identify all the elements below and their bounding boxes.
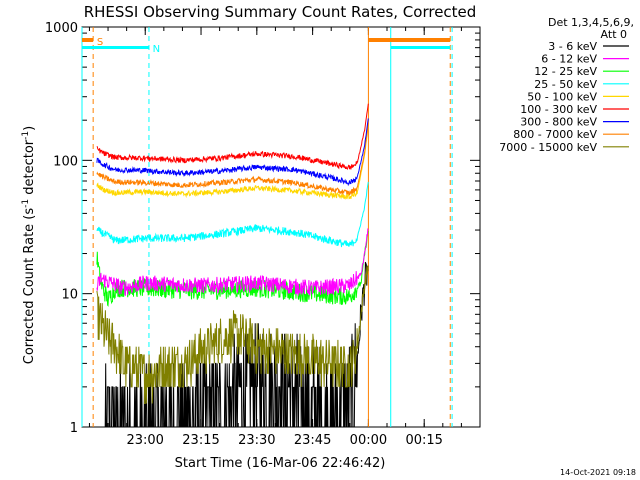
y-axis-label-end: ) bbox=[22, 126, 37, 131]
x-tick-label-4: 00:00 bbox=[350, 433, 387, 448]
series-line-6to12kev bbox=[96, 228, 369, 297]
x-tick-label-2: 23:30 bbox=[238, 433, 275, 448]
series-line-800to7000kev bbox=[96, 122, 369, 196]
y-axis-label-mid: detector bbox=[22, 139, 37, 199]
y-tick-label-1: 10 bbox=[61, 288, 78, 303]
s-flag-label: S bbox=[97, 37, 103, 48]
y-axis-label-exponent-1: -1 bbox=[21, 199, 31, 208]
legend-label-6: 300 - 800 keV bbox=[520, 116, 597, 129]
legend-label-3: 25 - 50 keV bbox=[534, 78, 597, 91]
timestamp: 14-Oct-2021 09:18 bbox=[560, 468, 636, 477]
series-line-100to300kev bbox=[96, 103, 369, 171]
series-line-3to6kev bbox=[104, 261, 369, 428]
x-tick-label-1: 23:15 bbox=[182, 433, 219, 448]
legend-label-1: 6 - 12 keV bbox=[541, 53, 597, 66]
n-flag-bar-right bbox=[390, 46, 451, 49]
series-line-7000to15000kev bbox=[96, 265, 369, 404]
series-line-25to50kev bbox=[96, 181, 369, 248]
n-flag-bar bbox=[82, 46, 149, 49]
chart-title: RHESSI Observing Summary Count Rates, Co… bbox=[84, 3, 477, 21]
series-line-300to800kev bbox=[96, 118, 369, 187]
y-tick-label-0: 1 bbox=[70, 421, 78, 436]
legend-label-4: 50 - 100 keV bbox=[527, 90, 597, 103]
x-tick-label-3: 23:45 bbox=[294, 433, 331, 448]
y-tick-label-3: 1000 bbox=[45, 21, 78, 36]
n-flag-label: N bbox=[153, 44, 160, 55]
series-line-50to100kev bbox=[96, 125, 369, 200]
x-tick-label-0: 23:00 bbox=[126, 433, 163, 448]
legend-label-5: 100 - 300 keV bbox=[520, 103, 597, 116]
series-layer bbox=[96, 103, 369, 428]
legend-header-attenuator: Att 0 bbox=[601, 28, 627, 41]
legend-label-0: 3 - 6 keV bbox=[548, 40, 597, 53]
legend-label-8: 7000 - 15000 keV bbox=[499, 141, 597, 154]
legend-label-7: 800 - 7000 keV bbox=[513, 128, 597, 141]
s-flag-bar bbox=[82, 38, 94, 42]
s-flag-bar-right bbox=[368, 38, 451, 42]
y-tick-label-2: 100 bbox=[53, 154, 78, 169]
y-axis-label-exponent-2: -1 bbox=[21, 131, 31, 140]
legend-label-2: 12 - 25 keV bbox=[534, 65, 597, 78]
x-tick-label-5: 00:15 bbox=[405, 433, 442, 448]
legend-header-detectors: Det 1,3,4,5,6,9, bbox=[548, 16, 634, 29]
y-axis-label: Corrected Count Rate (s-1 detector-1) bbox=[21, 126, 37, 364]
y-axis-label-main: Corrected Count Rate (s bbox=[22, 208, 37, 365]
x-axis-label: Start Time (16-Mar-06 22:46:42) bbox=[175, 456, 386, 471]
